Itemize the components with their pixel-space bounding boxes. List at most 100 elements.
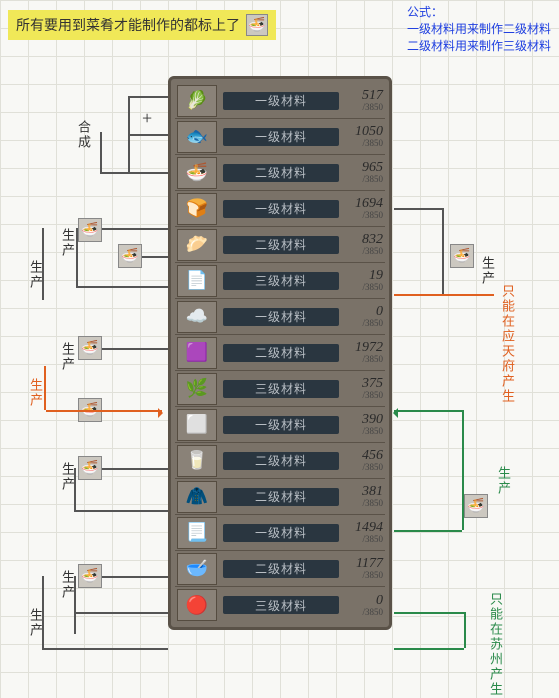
tier-bar: 二级材料 xyxy=(223,452,339,470)
label-hecheng: 合成 xyxy=(74,120,93,150)
material-icon: 🥛 xyxy=(177,445,217,477)
label-shengchan-r2: 生产 xyxy=(494,466,513,496)
count-value: 965 xyxy=(343,161,383,175)
count-max: /3850 xyxy=(343,535,383,544)
material-row[interactable]: 🍞一级材料1694/3850 xyxy=(175,191,385,227)
count-max: /3850 xyxy=(343,103,383,112)
tier-bar: 二级材料 xyxy=(223,344,339,362)
material-icon: 🍜 xyxy=(177,157,217,189)
tier-bar: 三级材料 xyxy=(223,380,339,398)
note-orange: 只能在应天府产生 xyxy=(498,284,517,404)
bowl-icon: 🍜 xyxy=(78,564,102,588)
count-block: 381/3850 xyxy=(343,485,385,508)
material-panel: 🥬 一级材料 517/3850 🐟 一级材料 1050/3850 🍜 二级材料 965/3850… xyxy=(168,76,392,630)
material-row[interactable]: 🐟 一级材料 1050/3850 xyxy=(175,119,385,155)
material-row[interactable]: 🟪二级材料1972/3850 xyxy=(175,335,385,371)
count-block: 1494/3850 xyxy=(343,521,385,544)
material-row[interactable]: 📃 一级材料 1494/3850 xyxy=(175,515,385,551)
connector xyxy=(74,612,168,614)
count-max: /3850 xyxy=(343,355,383,364)
connector-green xyxy=(462,410,464,530)
material-icon: 🧥 xyxy=(177,481,217,513)
count-max: /3850 xyxy=(343,427,383,436)
count-value: 1177 xyxy=(343,557,383,571)
tier-bar: 一级材料 xyxy=(223,416,339,434)
tier-label: 三级材料 xyxy=(255,597,307,614)
material-row[interactable]: 📄三级材料19/3850 xyxy=(175,263,385,299)
material-row[interactable]: 🍜二级材料965/3850 xyxy=(175,155,385,191)
count-max: /3850 xyxy=(343,391,383,400)
tier-label: 一级材料 xyxy=(255,128,307,145)
connector-green xyxy=(394,530,462,532)
material-icon: 🥬 xyxy=(177,85,217,117)
tier-label: 二级材料 xyxy=(255,488,307,505)
count-block: 0/3850 xyxy=(343,305,385,328)
connector xyxy=(74,510,168,512)
count-value: 19 xyxy=(343,269,383,283)
material-row[interactable]: 🧥 二级材料 381/3850 xyxy=(175,479,385,515)
tier-label: 一级材料 xyxy=(255,524,307,541)
count-block: 375/3850 xyxy=(343,377,385,400)
connector-green xyxy=(394,612,464,614)
count-value: 0 xyxy=(343,305,383,319)
connector xyxy=(142,256,168,258)
material-icon: 🌿 xyxy=(177,373,217,405)
material-row[interactable]: 🥟二级材料832/3850 xyxy=(175,227,385,263)
tier-label: 二级材料 xyxy=(255,560,307,577)
tier-label: 三级材料 xyxy=(255,272,307,289)
count-block: 456/3850 xyxy=(343,449,385,472)
count-value: 832 xyxy=(343,233,383,247)
count-value: 381 xyxy=(343,485,383,499)
connector-orange xyxy=(44,366,46,410)
connector xyxy=(76,286,168,288)
label-shengchan-r1: 生产 xyxy=(478,256,497,286)
count-block: 1050/3850 xyxy=(343,125,385,148)
connector xyxy=(128,96,168,98)
tier-label: 一级材料 xyxy=(255,308,307,325)
material-row[interactable]: 🔴 三级材料 0/3850 xyxy=(175,587,385,623)
tier-bar: 一级材料 xyxy=(223,524,339,542)
count-value: 456 xyxy=(343,449,383,463)
tier-bar: 一级材料 xyxy=(223,308,339,326)
material-icon: 🐟 xyxy=(177,121,217,153)
count-block: 832/3850 xyxy=(343,233,385,256)
bowl-icon: 🍜 xyxy=(78,218,102,242)
tier-bar: 二级材料 xyxy=(223,488,339,506)
connector xyxy=(394,208,442,210)
connector xyxy=(100,132,102,172)
material-icon: ⬜ xyxy=(177,409,217,441)
material-row[interactable]: 🥛 二级材料456/3850 xyxy=(175,443,385,479)
label-shengchan-orange: 生产 xyxy=(26,378,45,408)
note-green: 只能在苏州产生 xyxy=(486,592,505,697)
tier-bar: 三级材料 xyxy=(223,272,339,290)
material-row[interactable]: 🥬 一级材料 517/3850 xyxy=(175,83,385,119)
formula-block: 公式： 一级材料用来制作二级材料 二级材料用来制作三级材料 xyxy=(407,4,551,54)
material-icon: 🥣 xyxy=(177,553,217,585)
material-icon: ☁️ xyxy=(177,301,217,333)
bowl-icon: 🍜 xyxy=(78,336,102,360)
connector xyxy=(102,576,168,578)
connector xyxy=(102,468,168,470)
tier-bar: 一级材料 xyxy=(223,92,339,110)
count-block: 0/3850 xyxy=(343,594,385,617)
material-icon: 🥟 xyxy=(177,229,217,261)
formula-line1: 一级材料用来制作二级材料 xyxy=(407,21,551,38)
material-row[interactable]: 🥣二级材料1177/3850 xyxy=(175,551,385,587)
tier-label: 三级材料 xyxy=(255,380,307,397)
connector xyxy=(102,228,168,230)
tier-label: 二级材料 xyxy=(255,164,307,181)
material-icon: 📃 xyxy=(177,517,217,549)
material-row[interactable]: ⬜一级材料390/3850 xyxy=(175,407,385,443)
plus-icon: + xyxy=(142,108,152,129)
tier-label: 一级材料 xyxy=(255,92,307,109)
count-max: /3850 xyxy=(343,608,383,617)
count-value: 517 xyxy=(343,89,383,103)
material-row[interactable]: 🌿 三级材料 375/3850 xyxy=(175,371,385,407)
count-max: /3850 xyxy=(343,139,383,148)
formula-title: 公式： xyxy=(407,4,551,21)
material-icon: 📄 xyxy=(177,265,217,297)
bowl-icon: 🍜 xyxy=(118,244,142,268)
material-row[interactable]: ☁️ 一级材料 0/3850 xyxy=(175,299,385,335)
material-icon: 🔴 xyxy=(177,589,217,621)
bowl-icon: 🍜 xyxy=(246,14,268,36)
